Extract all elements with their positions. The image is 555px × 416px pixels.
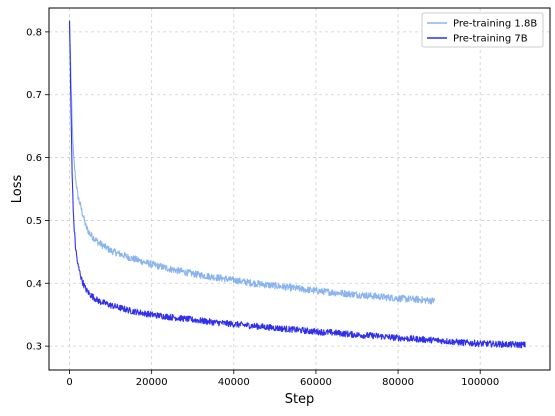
x-tick-label: 60000	[300, 377, 332, 388]
legend-box	[421, 12, 544, 48]
x-axis: 0 20000 40000 60000 80000 100000	[66, 370, 499, 388]
y-tick-label: 0.3	[26, 342, 42, 353]
y-tick-label: 0.7	[26, 90, 42, 101]
x-tick-label: 20000	[136, 377, 168, 388]
x-tick-label: 40000	[218, 377, 250, 388]
legend-label-7b: Pre-training 7B	[453, 34, 528, 45]
x-tick-label: 100000	[461, 377, 499, 388]
y-tick-label: 0.4	[26, 279, 42, 290]
series-layer	[68, 20, 526, 349]
y-axis-label: Loss	[10, 175, 25, 204]
y-tick-label: 0.8	[26, 27, 42, 38]
x-tick-label: 80000	[382, 377, 414, 388]
grid	[49, 8, 550, 370]
legend-label-1-8b: Pre-training 1.8B	[453, 19, 537, 30]
y-tick-label: 0.5	[26, 216, 42, 227]
series-line-1-8b	[68, 20, 436, 305]
plot-frame	[48, 7, 551, 371]
legend: Pre-training 1.8B Pre-training 7B	[421, 12, 544, 48]
x-axis-label: Step	[285, 392, 315, 407]
series-line-7b	[68, 20, 526, 349]
y-axis: 0.3 0.4 0.5 0.6 0.7 0.8	[26, 27, 49, 353]
x-tick-label: 0	[66, 377, 72, 388]
y-tick-label: 0.6	[26, 153, 42, 164]
